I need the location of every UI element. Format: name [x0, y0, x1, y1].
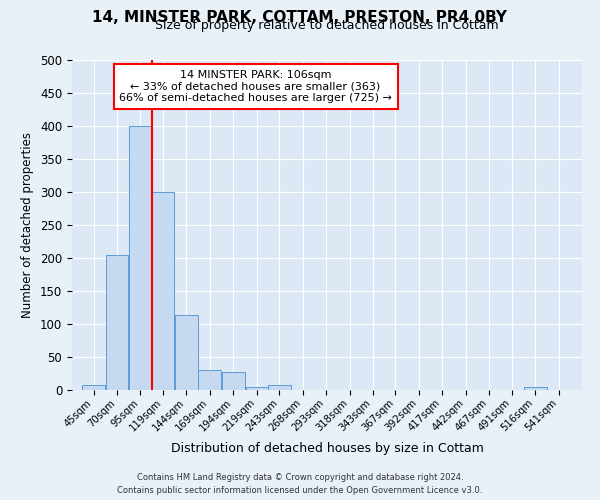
Bar [106, 254, 128, 390]
Title: Size of property relative to detached houses in Cottam: Size of property relative to detached ho… [155, 20, 499, 32]
Text: Contains HM Land Registry data © Crown copyright and database right 2024.
Contai: Contains HM Land Registry data © Crown c… [118, 474, 482, 495]
Bar [82, 384, 105, 390]
Bar [199, 370, 221, 390]
Y-axis label: Number of detached properties: Number of detached properties [22, 132, 34, 318]
Bar [524, 386, 547, 390]
Bar [245, 386, 268, 390]
Bar [175, 316, 198, 390]
Bar [130, 126, 151, 390]
Bar [222, 372, 245, 390]
Text: 14, MINSTER PARK, COTTAM, PRESTON, PR4 0BY: 14, MINSTER PARK, COTTAM, PRESTON, PR4 0… [92, 10, 508, 25]
Bar [151, 192, 175, 390]
Text: 14 MINSTER PARK: 106sqm
← 33% of detached houses are smaller (363)
66% of semi-d: 14 MINSTER PARK: 106sqm ← 33% of detache… [119, 70, 392, 103]
Bar [268, 386, 290, 390]
X-axis label: Distribution of detached houses by size in Cottam: Distribution of detached houses by size … [170, 442, 484, 454]
